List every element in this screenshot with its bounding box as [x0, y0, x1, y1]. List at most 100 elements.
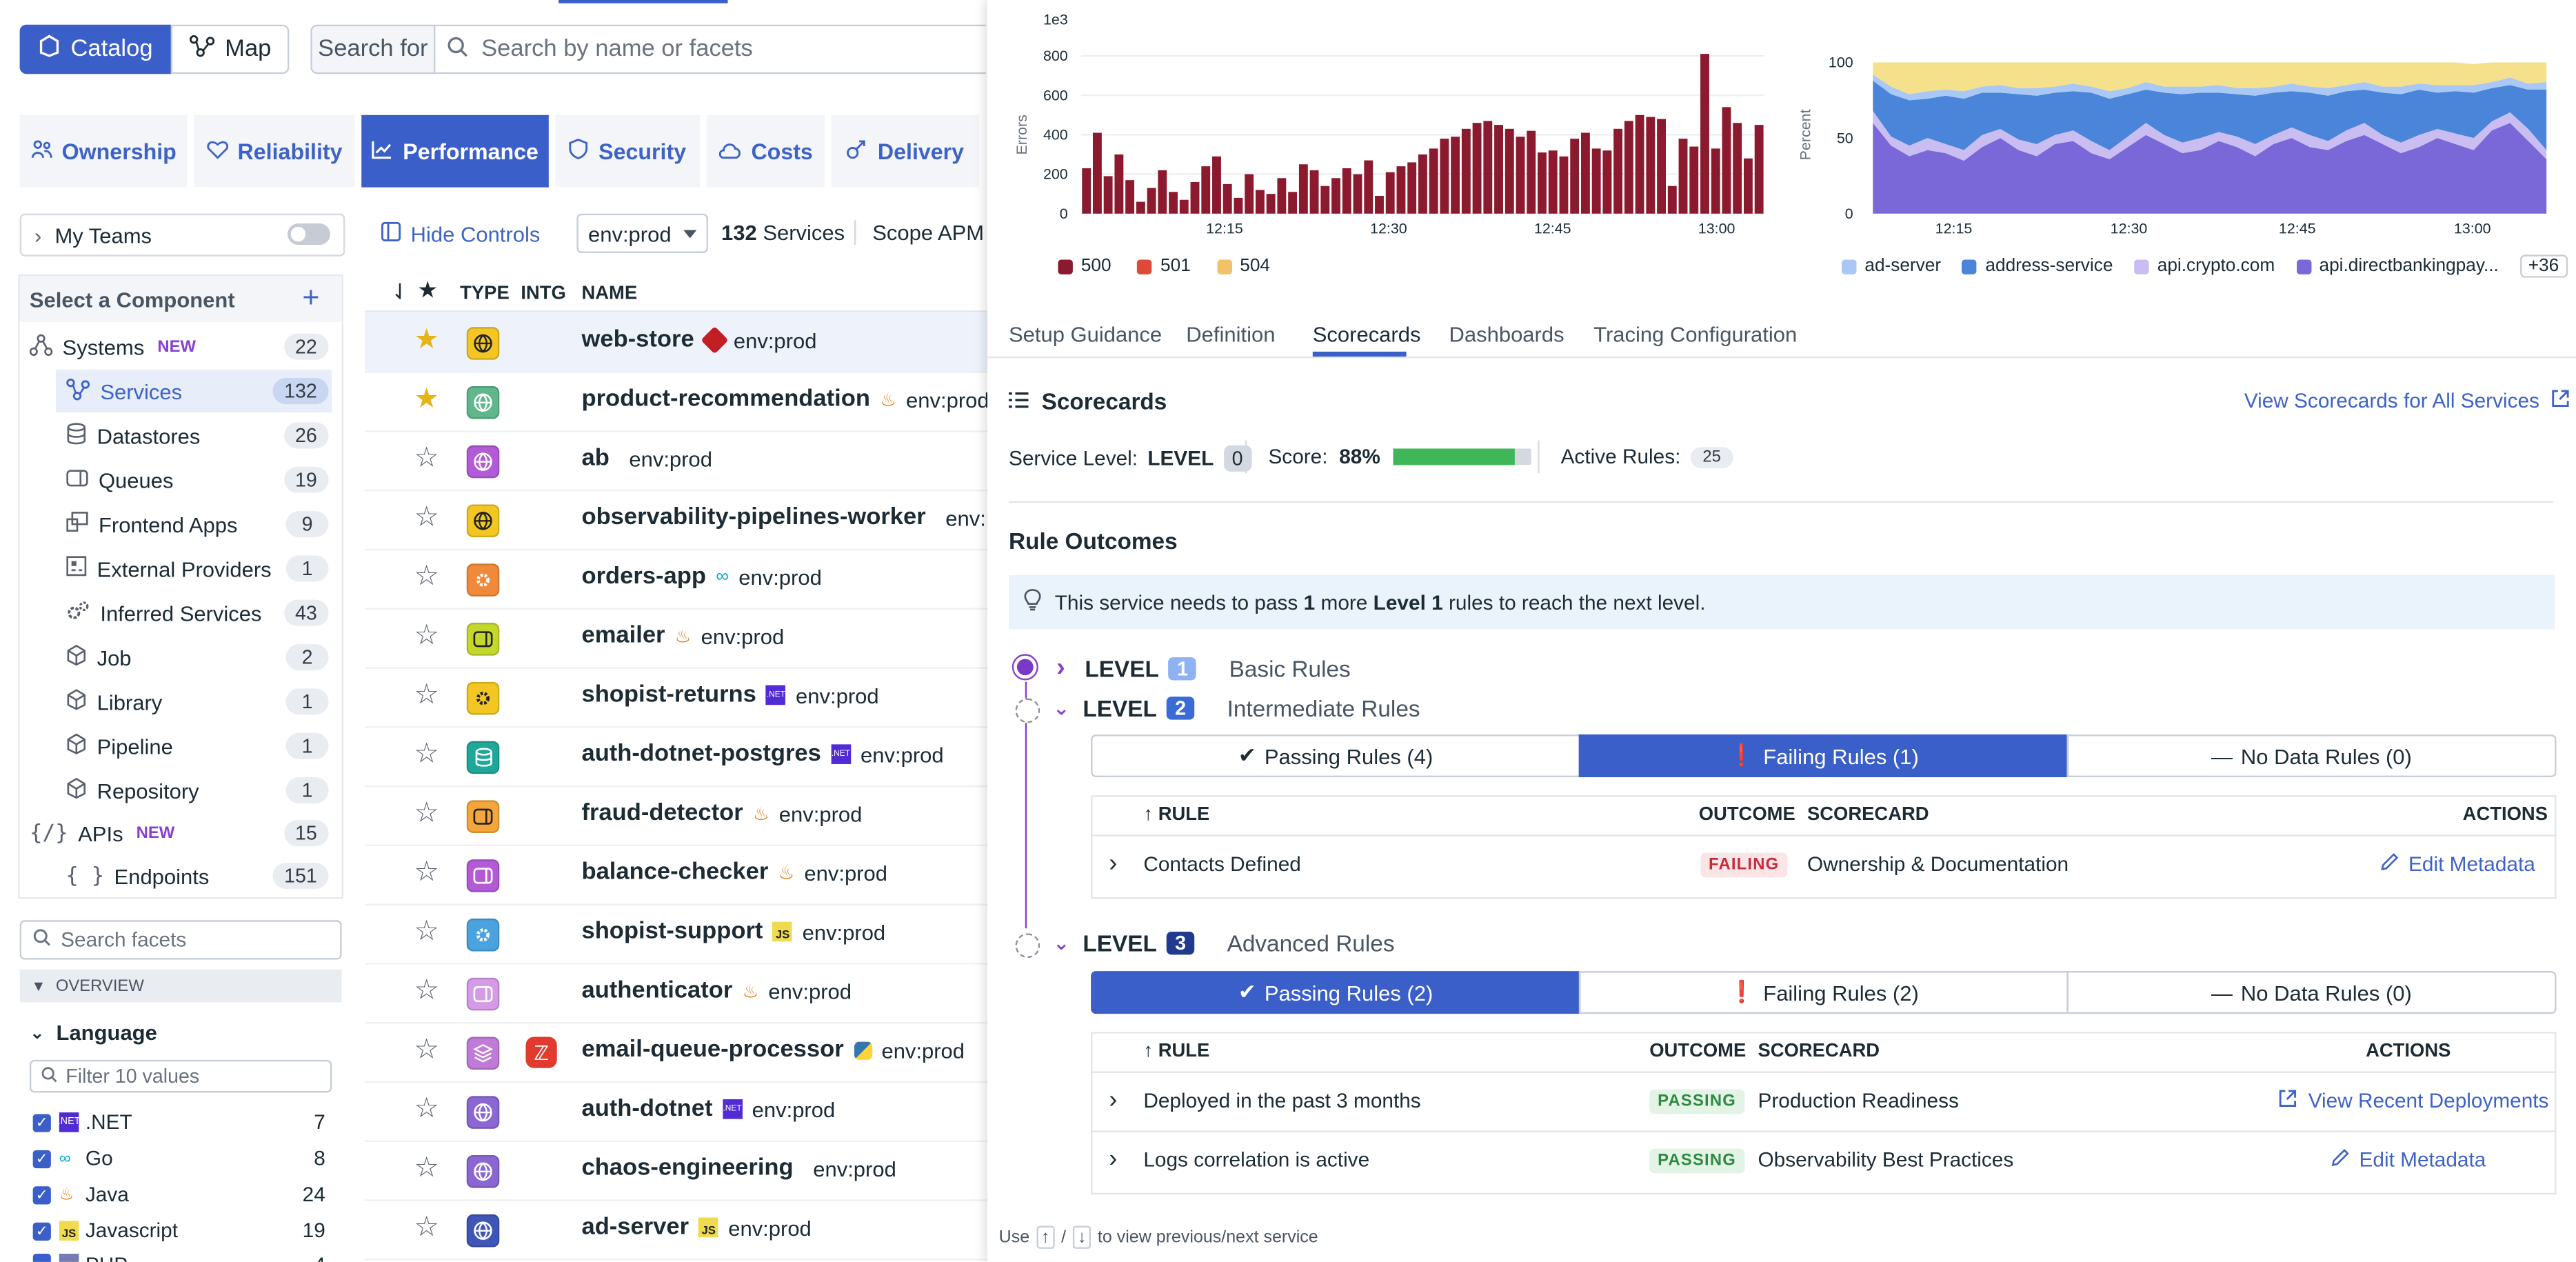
star-icon[interactable]: ☆	[414, 1211, 439, 1243]
table-row[interactable]: ★ web-store env:prod	[364, 312, 989, 373]
add-component-icon[interactable]: +	[302, 281, 320, 314]
sidebar-item-services[interactable]: Services 132	[56, 370, 332, 413]
service-name[interactable]: ad-server	[581, 1214, 690, 1241]
service-name[interactable]: shopist-returns	[581, 681, 756, 708]
star-icon[interactable]: ☆	[414, 619, 439, 651]
search-facets-input[interactable]: Search facets	[19, 920, 342, 960]
sidebar-item-inferred-services[interactable]: Inferred Services 43	[56, 592, 342, 634]
legend-more-button[interactable]: +36	[2519, 254, 2568, 278]
tab-definition[interactable]: Definition	[1186, 322, 1276, 347]
legend-api-directbanking[interactable]: api.directbankingpay...	[2296, 257, 2499, 276]
tab-scorecards[interactable]: Scorecards	[1312, 322, 1421, 347]
sidebar-item-pipeline[interactable]: Pipeline 1	[56, 725, 342, 768]
name-header[interactable]: NAME	[581, 284, 638, 304]
legend-api-crypto[interactable]: api.crypto.com	[2134, 257, 2275, 276]
sidebar-item-systems[interactable]: Systems NEW 22	[20, 325, 342, 368]
tab-security[interactable]: Security	[555, 114, 701, 188]
rule-row[interactable]: › Contacts Defined FAILING Ownership & D…	[1091, 838, 2553, 894]
tab-reliability[interactable]: Reliability	[194, 114, 355, 188]
sort-icon[interactable]: ⇃	[391, 279, 410, 304]
table-row[interactable]: ☆ shopist-returns .NET env:prod	[364, 667, 989, 728]
table-row[interactable]: ☆ fraud-detector ♨ env:prod	[364, 785, 989, 847]
language-option-dotnet[interactable]: ✓ .NET .NET 7	[32, 1109, 329, 1135]
service-name[interactable]: auth-dotnet-postgres	[581, 741, 821, 768]
legend-504[interactable]: 504	[1216, 257, 1270, 276]
language-facet-header[interactable]: ⌄ Language	[30, 1021, 157, 1045]
search-input[interactable]: Search by name or facets	[434, 24, 986, 74]
star-header-icon[interactable]: ★	[417, 276, 439, 303]
language-option-java[interactable]: ✓ ♨ Java 24	[32, 1181, 329, 1208]
star-icon[interactable]: ☆	[414, 441, 439, 474]
chevron-right-icon[interactable]: ›	[1109, 1145, 1118, 1174]
service-name[interactable]: email-queue-processor	[581, 1036, 844, 1063]
env-select[interactable]: env:prod	[576, 213, 708, 253]
overview-section-header[interactable]: ▼ OVERVIEW	[19, 969, 342, 1003]
legend-500[interactable]: 500	[1058, 257, 1111, 276]
star-icon[interactable]: ☆	[414, 856, 439, 888]
tab-dashboards[interactable]: Dashboards	[1449, 322, 1564, 347]
table-row[interactable]: ☆ orders-app ∞ env:prod	[364, 549, 989, 610]
checkbox-checked-icon[interactable]: ✓	[32, 1185, 51, 1204]
star-icon[interactable]: ☆	[414, 679, 439, 710]
level-1-row[interactable]: › LEVEL 1 Basic Rules	[1056, 654, 1351, 683]
table-row[interactable]: ☆ auth-dotnet-postgres .NET env:prod	[364, 726, 989, 788]
star-icon[interactable]: ★	[414, 323, 439, 355]
sidebar-item-library[interactable]: Library 1	[56, 680, 342, 723]
service-name[interactable]: authenticator	[581, 977, 733, 1004]
rule-row[interactable]: › Logs correlation is active PASSING Obs…	[1091, 1134, 2553, 1190]
table-row[interactable]: ☆ chaos-engineering env:prod	[364, 1141, 989, 1201]
scorecard-header[interactable]: SCORECARD	[1758, 1041, 1880, 1062]
language-filter-input[interactable]: Filter 10 values	[29, 1059, 332, 1093]
table-row[interactable]: ☆observability-pipelines-workerenv:prod	[364, 490, 1029, 551]
map-button[interactable]: Map	[170, 24, 290, 74]
tab-performance[interactable]: Performance	[361, 114, 549, 188]
legend-ad-server[interactable]: ad-server	[1842, 257, 1941, 276]
chevron-right-icon[interactable]: ›	[1109, 849, 1118, 878]
sidebar-item-frontend-apps[interactable]: Frontend Apps 9	[56, 503, 342, 545]
service-name[interactable]: observability-pipelines-worker	[581, 504, 926, 531]
checkbox-checked-icon[interactable]: ✓	[32, 1221, 51, 1240]
sidebar-item-apis[interactable]: {/} APIs NEW 15	[20, 812, 342, 854]
sidebar-item-queues[interactable]: Queues 19	[56, 459, 342, 501]
level-3-failing-tab[interactable]: ❗ Failing Rules (2)	[1578, 971, 2069, 1014]
service-name[interactable]: ab	[581, 445, 610, 472]
table-row[interactable]: ☆ ad-server JS env:prod	[364, 1199, 989, 1261]
service-name[interactable]: fraud-detector	[581, 800, 743, 827]
level-2-failing-tab[interactable]: ❗ Failing Rules (1)	[1578, 734, 2069, 778]
rule-header[interactable]: ↑ RULE	[1143, 805, 1209, 825]
level-3-passing-tab[interactable]: ✔ Passing Rules (2)	[1091, 971, 1581, 1014]
star-icon[interactable]: ☆	[414, 1033, 439, 1065]
service-name[interactable]: product-recommendation	[581, 385, 870, 413]
catalog-button[interactable]: Catalog	[19, 24, 171, 74]
rule-header[interactable]: ↑ RULE	[1143, 1042, 1209, 1062]
tab-tracing-configuration[interactable]: Tracing Configuration	[1593, 322, 1798, 347]
level-2-row[interactable]: ⌄ LEVEL 2 Intermediate Rules	[1053, 695, 1420, 721]
service-name[interactable]: balance-checker	[581, 859, 769, 886]
service-name[interactable]: orders-app	[581, 563, 706, 590]
table-row[interactable]: ☆ authenticator ♨ env:prod	[364, 963, 989, 1024]
level-3-row[interactable]: ⌄ LEVEL 3 Advanced Rules	[1053, 930, 1394, 956]
tab-delivery[interactable]: Delivery	[831, 114, 980, 188]
sidebar-item-repository[interactable]: Repository 1	[56, 769, 342, 812]
chevron-right-icon[interactable]: ›	[1109, 1085, 1118, 1114]
sidebar-item-job[interactable]: Job 2	[56, 636, 342, 679]
sidebar-item-external-providers[interactable]: External Providers 1	[56, 547, 342, 590]
hide-controls-button[interactable]: Hide Controls	[381, 217, 540, 250]
star-icon[interactable]: ★	[414, 383, 439, 414]
table-row[interactable]: ☆ balance-checker ♨ env:prod	[364, 845, 989, 905]
star-icon[interactable]: ☆	[414, 501, 439, 532]
sidebar-item-datastores[interactable]: Datastores 26	[56, 414, 342, 457]
legend-501[interactable]: 501	[1137, 257, 1191, 276]
intg-header[interactable]: INTG	[521, 284, 566, 304]
star-icon[interactable]: ☆	[414, 560, 439, 592]
table-row[interactable]: ☆ emailer ♨ env:prod	[364, 608, 989, 669]
view-recent-deployments-link[interactable]: View Recent Deployments	[2279, 1090, 2548, 1112]
sidebar-item-endpoints[interactable]: { } Endpoints 151	[56, 854, 342, 897]
language-option-go[interactable]: ✓ ∞ Go 8	[32, 1145, 329, 1172]
star-icon[interactable]: ☆	[414, 915, 439, 947]
level-2-nodata-tab[interactable]: — No Data Rules (0)	[2066, 734, 2557, 778]
service-name[interactable]: web-store	[581, 327, 694, 354]
service-name[interactable]: auth-dotnet	[581, 1096, 713, 1123]
table-row[interactable]: ☆ ab env:prod	[364, 430, 989, 492]
language-option-javascript[interactable]: ✓ JS Javascript 19	[32, 1218, 329, 1244]
